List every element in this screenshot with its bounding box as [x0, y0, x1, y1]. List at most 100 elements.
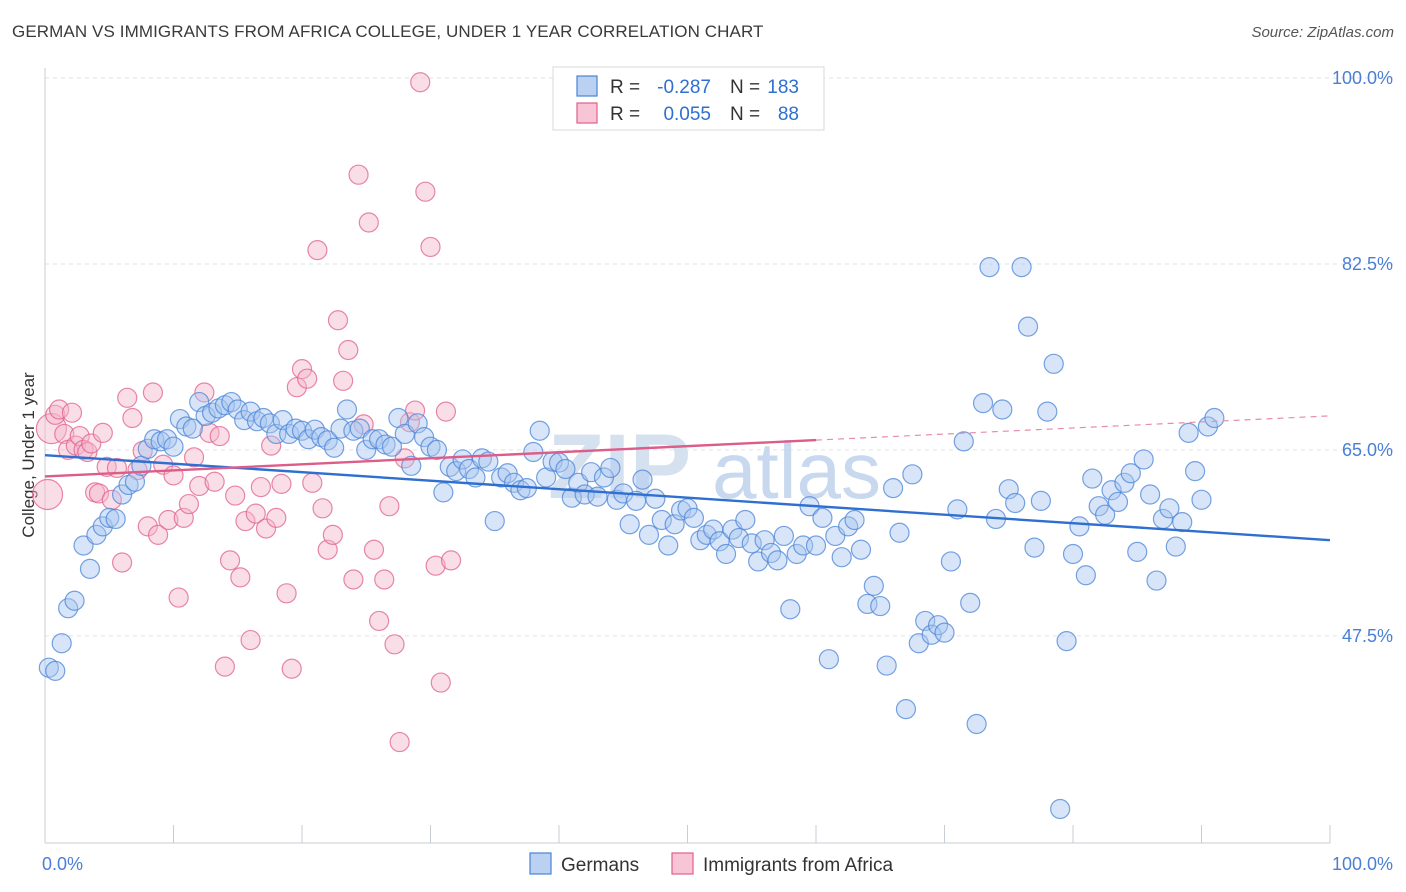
series-germans — [38, 257, 1225, 820]
y-axis-title: College, Under 1 year — [19, 372, 38, 538]
point-immigrants-from-africa — [312, 498, 333, 519]
legend-frame — [552, 66, 825, 131]
point-germans — [857, 593, 878, 615]
point-immigrants-from-africa — [117, 387, 138, 408]
point-immigrants-from-africa — [219, 550, 241, 571]
point-germans — [805, 535, 827, 556]
legend-n-value: 88 — [778, 104, 799, 125]
point-germans — [651, 509, 672, 531]
point-germans — [369, 429, 390, 450]
point-germans — [279, 423, 300, 445]
legend-swatch — [576, 75, 598, 97]
point-germans — [754, 530, 775, 551]
legend-r-label: R = — [610, 77, 640, 98]
point-germans — [638, 524, 660, 545]
point-germans — [227, 399, 248, 420]
point-immigrants-from-africa — [111, 552, 133, 573]
series-immigrants-from-africa — [31, 72, 462, 753]
point-germans — [741, 533, 762, 554]
point-immigrants-from-africa — [230, 567, 251, 588]
point-germans — [1069, 516, 1090, 537]
point-immigrants-from-africa — [35, 413, 68, 445]
point-germans — [182, 418, 203, 439]
point-immigrants-from-africa — [240, 629, 261, 651]
point-immigrants-from-africa — [96, 456, 117, 477]
point-germans — [1011, 257, 1032, 278]
point-immigrants-from-africa — [261, 435, 282, 456]
point-germans — [1139, 484, 1161, 505]
point-germans — [696, 524, 717, 545]
point-immigrants-from-africa — [363, 539, 385, 560]
point-germans — [336, 399, 358, 420]
point-germans — [1146, 570, 1167, 591]
legend-r-value: 0.055 — [663, 104, 711, 125]
point-germans — [728, 527, 750, 549]
point-immigrants-from-africa — [163, 465, 184, 486]
bottom-legend-swatch — [671, 852, 694, 875]
point-germans — [632, 469, 653, 490]
point-germans — [555, 458, 576, 480]
point-immigrants-from-africa — [137, 516, 158, 537]
point-immigrants-from-africa — [266, 507, 287, 528]
point-immigrants-from-africa — [255, 518, 277, 539]
point-immigrants-from-africa — [374, 569, 395, 590]
point-immigrants-from-africa — [415, 181, 436, 202]
point-immigrants-from-africa — [389, 731, 410, 753]
point-immigrants-from-africa — [333, 370, 354, 391]
x-tick-labels: 0.0% 100.0% — [42, 854, 1393, 874]
point-germans — [619, 514, 640, 535]
point-germans — [1082, 468, 1103, 489]
point-germans — [831, 547, 852, 568]
point-germans — [979, 257, 1000, 278]
point-immigrants-from-africa — [235, 510, 256, 532]
point-immigrants-from-africa — [168, 587, 189, 608]
point-immigrants-from-africa — [204, 471, 225, 492]
point-germans — [773, 525, 794, 547]
y-tick-label: 47.5% — [1342, 626, 1393, 646]
point-germans — [529, 420, 550, 441]
point-germans — [1159, 498, 1180, 519]
point-immigrants-from-africa — [317, 539, 338, 560]
point-germans — [1005, 492, 1026, 514]
point-germans — [1075, 565, 1096, 586]
y-tick-label: 65.0% — [1342, 440, 1393, 460]
point-germans — [1133, 449, 1154, 470]
point-immigrants-from-africa — [209, 425, 230, 447]
point-immigrants-from-africa — [61, 402, 83, 423]
point-immigrants-from-africa — [276, 583, 297, 604]
point-immigrants-from-africa — [122, 407, 143, 429]
point-germans — [844, 509, 865, 531]
point-germans — [581, 462, 602, 483]
point-germans — [715, 543, 737, 565]
legend-box: R = -0.287 N = 183 R = 0.055 N = 88 — [552, 66, 825, 131]
legend-n-value: 183 — [767, 77, 799, 98]
point-immigrants-from-africa — [435, 401, 457, 422]
chart-source: Source: ZipAtlas.com — [1251, 24, 1394, 41]
point-immigrants-from-africa — [189, 475, 210, 497]
point-immigrants-from-africa — [183, 447, 205, 468]
point-germans — [992, 399, 1013, 420]
point-immigrants-from-africa — [379, 496, 400, 517]
point-germans — [1056, 631, 1077, 652]
point-germans — [940, 551, 962, 572]
point-germans — [658, 535, 679, 556]
legend-r-label: R = — [610, 104, 640, 125]
point-germans — [1101, 480, 1122, 501]
point-immigrants-from-africa — [425, 555, 446, 576]
point-germans — [812, 507, 833, 528]
point-germans — [1050, 798, 1071, 820]
point-germans — [99, 507, 120, 528]
point-germans — [818, 649, 839, 670]
point-germans — [863, 575, 884, 596]
point-germans — [1043, 353, 1064, 374]
point-germans — [1062, 543, 1084, 565]
point-germans — [433, 482, 454, 503]
point-germans — [1037, 401, 1058, 422]
point-immigrants-from-africa — [338, 339, 359, 361]
point-immigrants-from-africa — [250, 476, 271, 498]
point-germans — [895, 699, 917, 720]
point-germans — [45, 660, 66, 681]
point-immigrants-from-africa — [92, 422, 113, 443]
point-immigrants-from-africa — [142, 382, 164, 403]
